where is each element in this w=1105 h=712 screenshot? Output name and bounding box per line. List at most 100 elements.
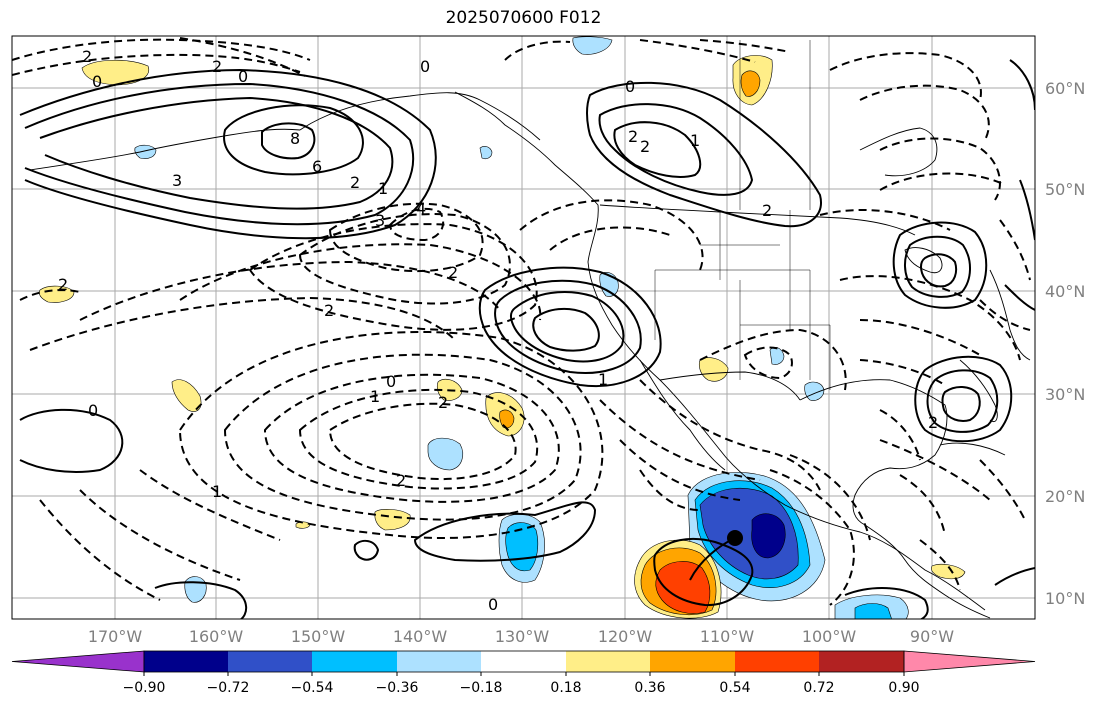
east-coast: [989, 269, 1031, 361]
contour-label: 2: [762, 201, 772, 220]
contour-label: 2: [628, 127, 638, 146]
longitude-labels: 170°W 160°W 150°W 140°W 130°W 120°W 110°…: [88, 627, 954, 646]
contour-label: 2: [212, 57, 222, 76]
contour-label: 2: [82, 47, 92, 66]
alaska-coastline: [299, 92, 541, 141]
baja-coastline: [639, 359, 726, 471]
anomaly-fill-positive-region: [374, 509, 411, 531]
contour-label: 1: [370, 387, 380, 406]
contour-label: 2: [928, 413, 938, 432]
colorbar-tick-label: 0.36: [634, 680, 665, 696]
contour-label: 2: [350, 173, 360, 192]
dashed-contours: [12, 37, 1031, 606]
anomaly-fill-negative-region: [572, 36, 613, 55]
contour-label: 2: [448, 263, 458, 282]
gulf-of-mexico-coastline: [799, 379, 948, 526]
colorbar-segment: [312, 651, 397, 672]
latitude-label: 10°N: [1045, 589, 1085, 608]
anomaly-fill-positive-region: [740, 70, 761, 97]
contour-label: 0: [625, 77, 635, 96]
map-content: 2 0 2 0 8 6 3 2 1 3 4 2 2 2 1 0 2 2 2 2 …: [12, 36, 1035, 619]
contour-label: 6: [312, 157, 322, 176]
contour-label: 3: [375, 211, 385, 230]
contour-label: 1: [378, 179, 388, 198]
state-borders: [654, 40, 831, 390]
contour-label: 1: [690, 131, 700, 150]
colorbar-segment: [481, 651, 566, 672]
colorbar-tick-label: 0.72: [803, 680, 834, 696]
contour-label: 1: [212, 482, 222, 501]
anomaly-fill-positive-region: [171, 379, 202, 412]
canada-us-border: [599, 204, 916, 236]
longitude-label: 160°W: [189, 627, 244, 646]
anomaly-fill-positive-region: [698, 357, 729, 382]
anomaly-fill-negative-region: [427, 437, 463, 471]
colorbar-segment: [397, 651, 481, 672]
colorbar-segment: [819, 651, 904, 672]
mexico-us-border: [659, 371, 801, 401]
longitude-label: 170°W: [88, 627, 143, 646]
contour-label: 0: [88, 401, 98, 420]
anomaly-fill-negative-region: [479, 146, 493, 160]
cuba-coastline: [939, 442, 1006, 456]
colorbar-segment: [228, 651, 312, 672]
solid-contours: [19, 59, 1035, 619]
filled-anomalies: [38, 36, 966, 619]
colorbar-segment: [566, 651, 650, 672]
contour-label: 2: [640, 137, 650, 156]
longitude-label: 90°W: [910, 627, 954, 646]
contour-label: 1: [598, 370, 608, 389]
anomaly-fill-positive-region: [81, 59, 150, 86]
colorbar-tick-label: 0.18: [550, 680, 581, 696]
contour-label: 2: [324, 301, 334, 320]
latitude-label: 40°N: [1045, 282, 1085, 301]
contour-label: 0: [92, 72, 102, 91]
north-america-coastline: [454, 91, 986, 611]
colorbar-extend-high: [903, 650, 1036, 673]
central-america-coastline: [864, 524, 991, 619]
colorbar-tick-label: −0.18: [460, 680, 503, 696]
anomaly-fill-negative-region: [134, 144, 157, 159]
colorbar-tick-label: −0.54: [291, 680, 334, 696]
colorbar-tick-label: 0.54: [719, 680, 750, 696]
colorbar-frame: [143, 650, 905, 673]
colorbar-segment: [144, 651, 228, 672]
colorbar-tick-label: −0.36: [376, 680, 419, 696]
contour-label: 2: [396, 471, 406, 490]
contour-label: 2: [58, 275, 68, 294]
contour-label: 0: [420, 57, 430, 76]
latitude-labels: 60°N 50°N 40°N 30°N 20°N 10°N: [1045, 79, 1085, 608]
great-lakes: [904, 247, 943, 274]
map-title: 2025070600 F012: [445, 8, 602, 28]
contour-label: 0: [238, 67, 248, 86]
contour-label: 0: [386, 372, 396, 391]
longitude-label: 130°W: [495, 627, 550, 646]
longitude-label: 140°W: [393, 627, 448, 646]
anomaly-fill-positive-region: [499, 409, 515, 429]
anomaly-fill-positive-region: [655, 561, 711, 614]
colorbar-tick-label: 0.90: [888, 680, 919, 696]
latitude-label: 60°N: [1045, 79, 1085, 98]
colorbar-tick-label: −0.72: [207, 680, 250, 696]
colorbar: −0.90 −0.72 −0.54 −0.36 −0.18 0.18 0.36 0.54 0.7…: [11, 650, 1036, 696]
contour-label: 0: [488, 595, 498, 614]
contour-labels: 2 0 2 0 8 6 3 2 1 3 4 2 2 2 1 0 2 2 2 2 …: [58, 47, 938, 614]
storm-track-line: [689, 537, 736, 581]
contour-label: 8: [290, 129, 300, 148]
colorbar-extend-low: [11, 650, 145, 673]
contour-label: 4: [416, 199, 426, 218]
longitude-label: 150°W: [291, 627, 346, 646]
anomaly-fill-negative-region: [854, 603, 892, 619]
longitude-label: 110°W: [700, 627, 755, 646]
contour-label: 3: [172, 171, 182, 190]
colorbar-tick-label: −0.90: [123, 680, 166, 696]
colorbar-segment: [735, 651, 819, 672]
longitude-label: 120°W: [598, 627, 653, 646]
contour-label: 2: [438, 393, 448, 412]
anomaly-fill-negative-region: [751, 513, 786, 559]
latitude-label: 50°N: [1045, 180, 1085, 199]
latitude-label: 20°N: [1045, 487, 1085, 506]
longitude-label: 100°W: [802, 627, 857, 646]
map-frame: [11, 35, 1036, 620]
